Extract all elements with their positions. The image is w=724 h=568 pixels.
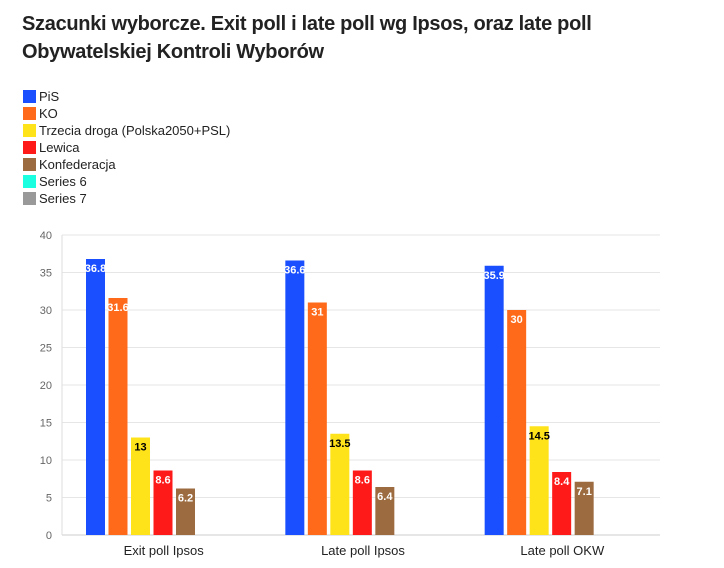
data-label: 8.6: [355, 475, 370, 487]
bar: [307, 302, 327, 535]
data-label: 13.5: [329, 438, 350, 450]
legend-item[interactable]: Konfederacja: [23, 156, 230, 173]
y-tick-label: 25: [40, 343, 52, 355]
legend: PiS KO Trzecia droga (Polska2050+PSL) Lewic…: [23, 88, 230, 207]
bar: [552, 472, 572, 535]
legend-swatch: [23, 107, 36, 120]
bar: [86, 259, 105, 535]
legend-item[interactable]: Series 6: [23, 173, 230, 190]
data-label: 8.4: [554, 476, 570, 488]
legend-swatch: [23, 141, 36, 154]
chart-title: Szacunki wyborcze. Exit poll i late poll…: [22, 13, 592, 63]
bar: [131, 437, 150, 535]
bar: [330, 433, 350, 535]
y-tick-label: 30: [40, 305, 52, 317]
y-tick-label: 35: [40, 268, 52, 280]
bar: [352, 470, 372, 535]
bar: [108, 298, 128, 535]
bar: [484, 265, 504, 535]
data-label: 14.5: [528, 430, 549, 442]
data-label: 7.1: [577, 486, 592, 498]
data-label: 35.9: [483, 270, 504, 282]
legend-label: Konfederacja: [39, 157, 116, 172]
legend-item[interactable]: Lewica: [23, 139, 230, 156]
bar: [529, 426, 549, 535]
y-tick-label: 20: [40, 380, 52, 392]
bar: [176, 488, 195, 535]
legend-swatch: [23, 90, 36, 103]
legend-item[interactable]: PiS: [23, 88, 230, 105]
y-tick-label: 40: [40, 230, 52, 242]
legend-swatch: [23, 158, 36, 171]
legend-label: Series 6: [39, 174, 87, 189]
legend-item[interactable]: Series 7: [23, 190, 230, 207]
legend-item[interactable]: KO: [23, 105, 230, 122]
data-label: 31: [311, 307, 323, 319]
legend-swatch: [23, 192, 36, 205]
data-label: 8.6: [155, 475, 170, 487]
legend-item[interactable]: Trzecia droga (Polska2050+PSL): [23, 122, 230, 139]
x-tick-label: Late poll OKW: [520, 543, 605, 558]
bar: [507, 310, 527, 535]
legend-label: Lewica: [39, 140, 80, 155]
legend-swatch: [23, 175, 36, 188]
legend-label: PiS: [39, 89, 60, 104]
y-tick-label: 15: [40, 418, 52, 430]
x-tick-label: Exit poll Ipsos: [124, 543, 205, 558]
legend-label: KO: [39, 106, 58, 121]
bar: [285, 260, 305, 535]
data-label: 31.6: [107, 302, 128, 314]
data-label: 36.6: [284, 265, 305, 277]
y-tick-label: 10: [40, 455, 52, 467]
data-label: 6.2: [178, 493, 193, 505]
x-tick-label: Late poll Ipsos: [321, 543, 405, 558]
legend-label: Series 7: [39, 191, 87, 206]
bar: [153, 470, 173, 535]
bar: [375, 487, 395, 535]
data-label: 13: [134, 442, 146, 454]
legend-label: Trzecia droga (Polska2050+PSL): [39, 123, 231, 138]
legend-swatch: [23, 124, 36, 137]
data-label: 30: [511, 314, 523, 326]
y-tick-label: 5: [46, 493, 52, 505]
y-tick-label: 0: [46, 530, 52, 542]
data-label: 6.4: [377, 491, 393, 503]
data-label: 36.8: [85, 263, 106, 275]
bar: [574, 481, 594, 535]
